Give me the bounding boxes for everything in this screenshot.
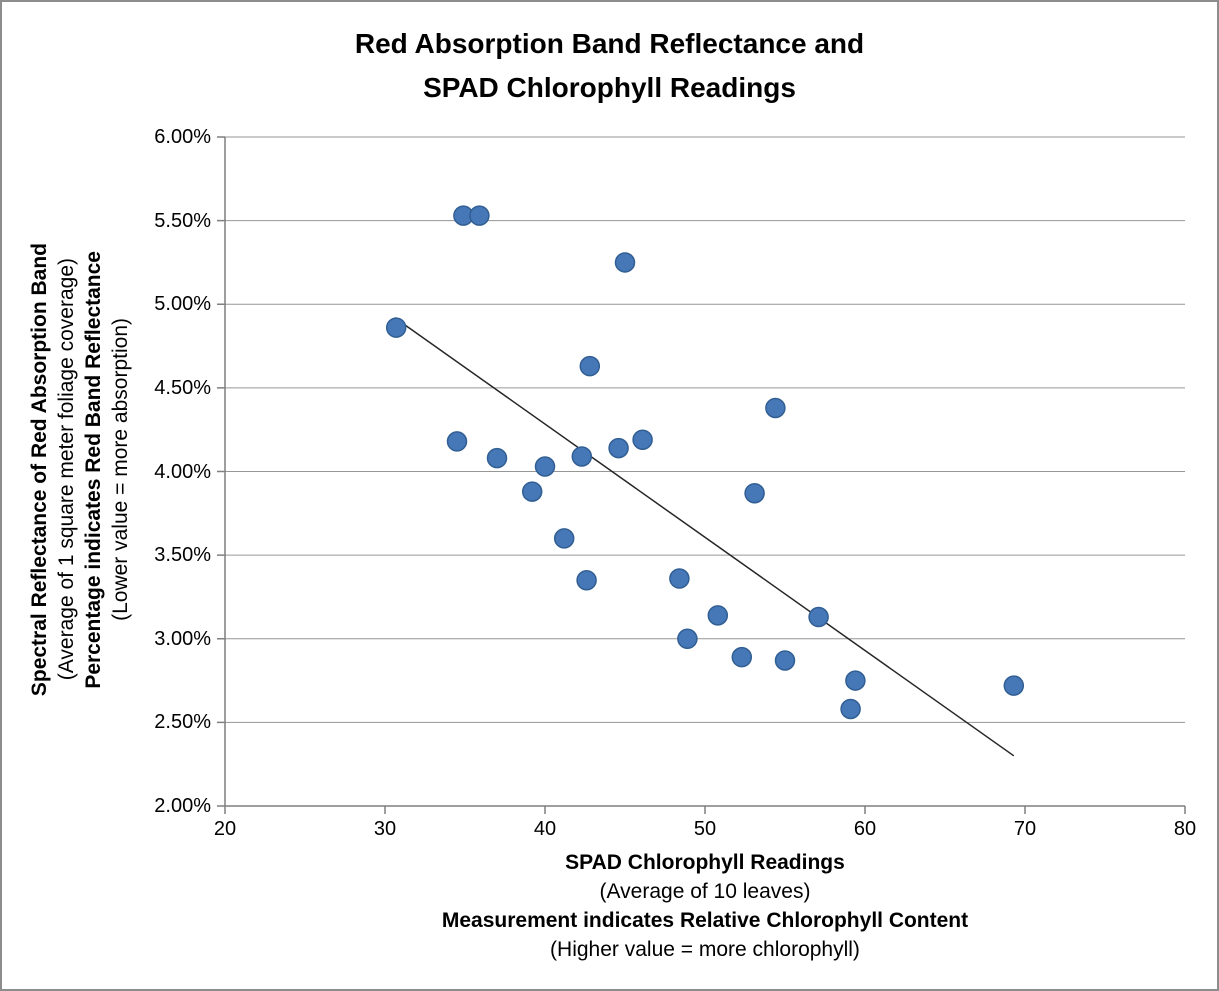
data-point [845,670,866,691]
data-point [576,569,597,591]
data-point [731,646,753,668]
data-point [469,205,490,226]
y-tick-label: 2.00% [154,795,211,817]
data-point [744,482,765,504]
x-tick-label: 30 [373,818,397,840]
data-point [774,650,796,671]
data-point [808,606,829,628]
data-point [579,355,601,377]
chart-title: Red Absorption Band Reflectance and SPAD… [2,22,1217,110]
x-tick-label: 40 [533,818,557,840]
y-tick-label: 5.00% [154,293,211,316]
x-tick-label: 50 [693,818,717,840]
data-point [486,447,508,469]
x-axis-title-line2: (Average of 10 leaves) [599,880,811,903]
x-tick-label: 20 [213,818,237,840]
data-point [669,568,690,589]
y-tick-label: 5.50% [154,209,211,232]
data-point [608,437,629,459]
data-point [840,698,861,720]
data-point [677,628,698,649]
data-point [534,456,556,477]
data-point [707,605,729,626]
data-point [1003,675,1025,696]
y-tick-label: 2.50% [154,711,211,734]
data-point [632,429,653,450]
x-tick-label: 80 [1173,818,1197,840]
x-axis-title: SPAD Chlorophyll Readings (Average of 10… [225,848,1185,964]
x-axis-title-line3: Measurement indicates Relative Chlorophy… [441,909,969,932]
x-axis-title-line4: (Higher value = more chlorophyll) [550,938,860,961]
y-tick-label: 6.00% [154,126,211,148]
y-axis-title-line3: Percentage indicates Red Band Reflectanc… [82,250,105,689]
x-tick-label: 70 [1013,818,1037,840]
data-point [385,317,407,338]
y-tick-label: 4.50% [154,376,211,399]
x-axis-title-line1: SPAD Chlorophyll Readings [565,851,845,874]
data-point [446,431,468,452]
data-point [553,528,575,549]
data-point [765,397,786,419]
chart-title-line2: SPAD Chlorophyll Readings [423,72,796,103]
x-tick-label: 60 [853,818,877,840]
y-axis-title-line1: Spectral Reflectance of Red Absorption B… [28,242,51,697]
chart-title-line1: Red Absorption Band Reflectance and [354,28,865,59]
y-axis-title: Spectral Reflectance of Red Absorption B… [26,135,134,804]
y-axis-title-line4: (Lower value = more absorption) [109,318,132,621]
data-point [521,481,543,502]
data-point [614,252,636,273]
y-tick-label: 3.50% [154,544,211,567]
trendline [394,317,1015,757]
y-tick-label: 3.00% [154,627,211,650]
y-axis-title-line2: (Average of 1 square meter foliage cover… [55,258,78,681]
y-tick-label: 4.00% [154,460,211,483]
data-point [571,446,593,467]
